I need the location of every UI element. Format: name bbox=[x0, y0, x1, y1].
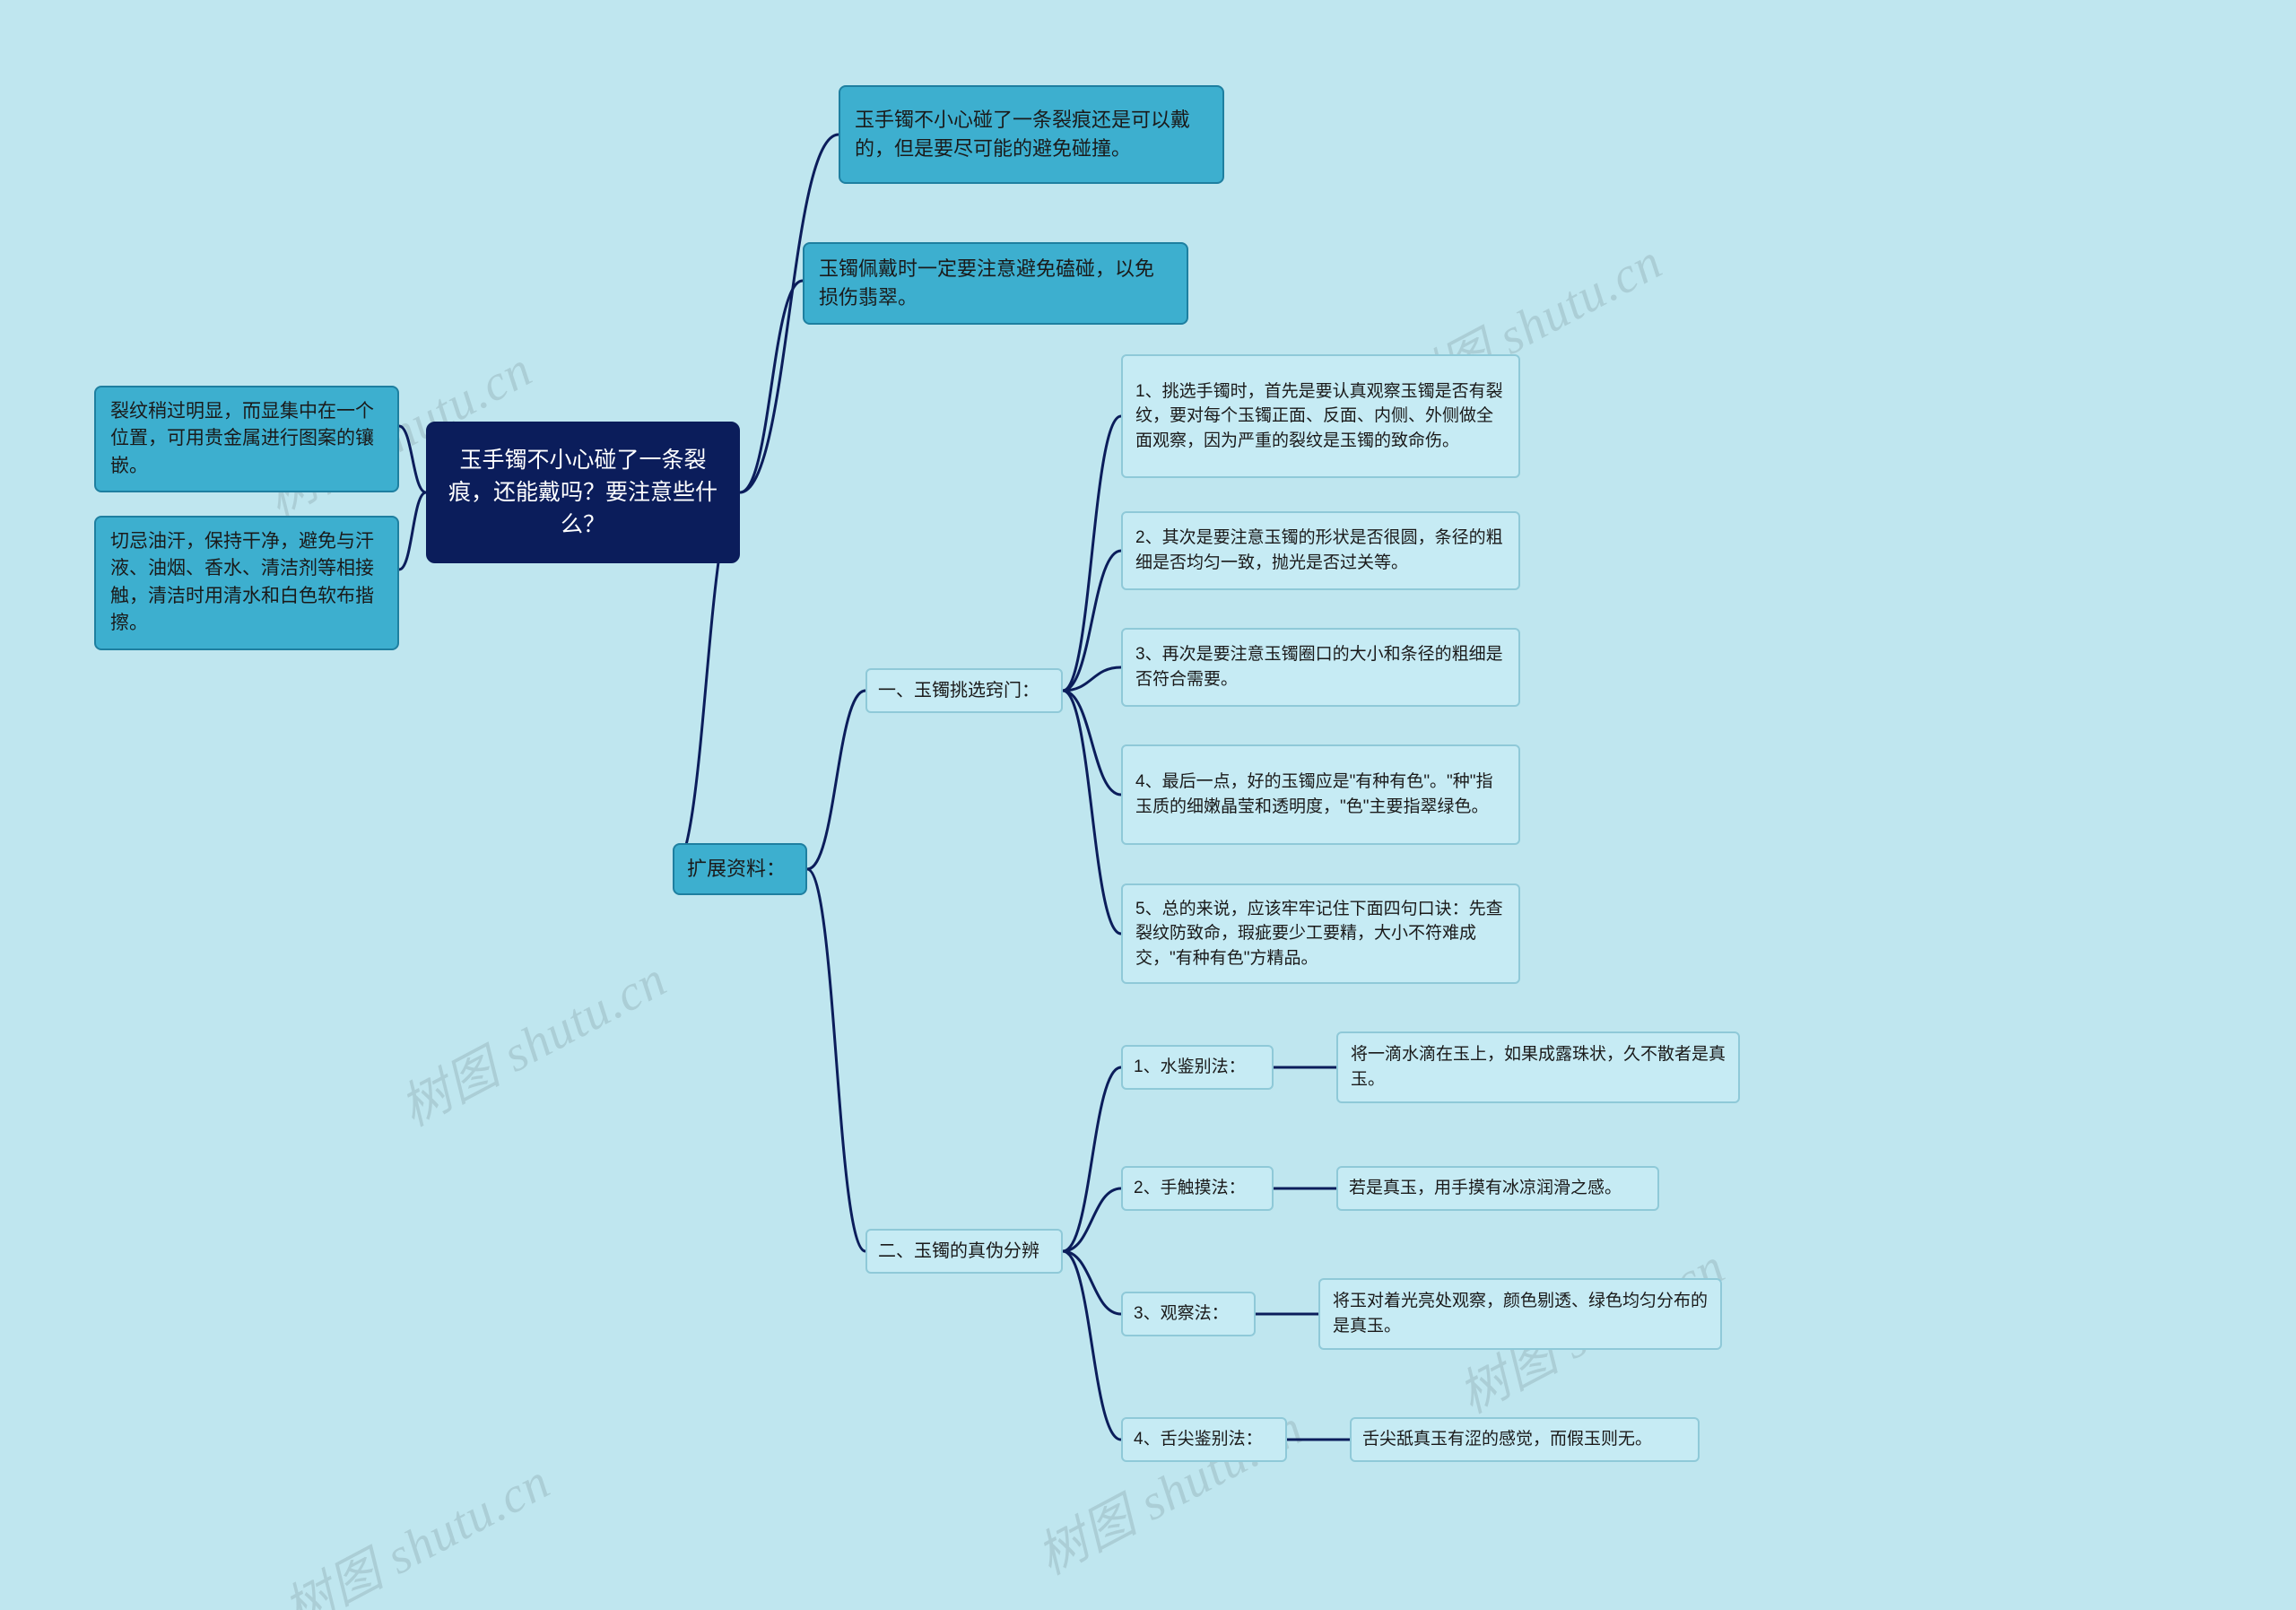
edge bbox=[399, 426, 426, 492]
sub-node: 二、玉镯的真伪分辨 bbox=[865, 1229, 1063, 1274]
branch-node-text: 玉镯佩戴时一定要注意避免磕碰，以免损伤翡翠。 bbox=[819, 255, 1172, 312]
leaf-node: 5、总的来说，应该牢牢记住下面四句口诀：先查裂纹防致命，瑕疵要少工要精，大小不符… bbox=[1121, 883, 1520, 984]
leaf-node-text: 4、舌尖鉴别法： bbox=[1134, 1427, 1263, 1452]
leaf-node-text: 1、挑选手镯时，首先是要认真观察玉镯是否有裂纹，要对每个玉镯正面、反面、内侧、外… bbox=[1135, 379, 1506, 454]
leaf-node-text: 将玉对着光亮处观察，颜色剔透、绿色均匀分布的是真玉。 bbox=[1333, 1289, 1708, 1338]
edge bbox=[1063, 551, 1121, 691]
leaf-node: 2、其次是要注意玉镯的形状是否很圆，条径的粗细是否均匀一致，抛光是否过关等。 bbox=[1121, 511, 1520, 590]
branch-node: 裂纹稍过明显，而显集中在一个位置，可用贵金属进行图案的镶嵌。 bbox=[94, 386, 399, 492]
leaf-node-text: 4、最后一点，好的玉镯应是"有种有色"。"种"指玉质的细嫩晶莹和透明度，"色"主… bbox=[1135, 770, 1506, 819]
leaf-node-text: 1、水鉴别法： bbox=[1134, 1055, 1246, 1080]
leaf-node: 4、最后一点，好的玉镯应是"有种有色"。"种"指玉质的细嫩晶莹和透明度，"色"主… bbox=[1121, 744, 1520, 845]
leaf-node: 1、水鉴别法： bbox=[1121, 1045, 1274, 1090]
leaf-node-text: 3、再次是要注意玉镯圈口的大小和条径的粗细是否符合需要。 bbox=[1135, 642, 1506, 692]
edge bbox=[1063, 691, 1121, 934]
leaf-node: 若是真玉，用手摸有冰凉润滑之感。 bbox=[1336, 1166, 1659, 1211]
watermark: 树图 shutu.cn bbox=[386, 939, 677, 1140]
edge bbox=[740, 281, 803, 492]
leaf-node-text: 2、其次是要注意玉镯的形状是否很圆，条径的粗细是否均匀一致，抛光是否过关等。 bbox=[1135, 526, 1506, 575]
sub-node: 一、玉镯挑选窍门： bbox=[865, 668, 1063, 713]
leaf-node-text: 5、总的来说，应该牢牢记住下面四句口诀：先查裂纹防致命，瑕疵要少工要精，大小不符… bbox=[1135, 897, 1506, 971]
leaf-node: 将玉对着光亮处观察，颜色剔透、绿色均匀分布的是真玉。 bbox=[1318, 1278, 1722, 1350]
leaf-node: 3、观察法： bbox=[1121, 1292, 1256, 1336]
leaf-node: 舌尖舐真玉有涩的感觉，而假玉则无。 bbox=[1350, 1417, 1700, 1462]
branch-node: 玉镯佩戴时一定要注意避免磕碰，以免损伤翡翠。 bbox=[803, 242, 1188, 325]
leaf-node: 4、舌尖鉴别法： bbox=[1121, 1417, 1287, 1462]
leaf-node-text: 舌尖舐真玉有涩的感觉，而假玉则无。 bbox=[1362, 1427, 1652, 1452]
leaf-node: 3、再次是要注意玉镯圈口的大小和条径的粗细是否符合需要。 bbox=[1121, 628, 1520, 707]
mindmap-canvas: 树图 shutu.cn树图 shutu.cn树图 shutu.cn树图 shut… bbox=[0, 0, 2296, 1610]
sub-node-text: 一、玉镯挑选窍门： bbox=[878, 678, 1039, 704]
edge bbox=[807, 691, 865, 869]
edge bbox=[1063, 416, 1121, 691]
leaf-node-text: 将一滴水滴在玉上，如果成露珠状，久不散者是真玉。 bbox=[1351, 1042, 1726, 1092]
edge bbox=[1063, 1251, 1121, 1314]
branch-node: 扩展资料： bbox=[673, 843, 807, 895]
leaf-node-text: 若是真玉，用手摸有冰凉润滑之感。 bbox=[1349, 1176, 1622, 1201]
edge bbox=[807, 869, 865, 1251]
root-node-text: 玉手镯不小心碰了一条裂痕，还能戴吗？要注意些什么？ bbox=[448, 444, 718, 542]
edge bbox=[1063, 1251, 1121, 1440]
leaf-node: 1、挑选手镯时，首先是要认真观察玉镯是否有裂纹，要对每个玉镯正面、反面、内侧、外… bbox=[1121, 354, 1520, 478]
branch-node-text: 切忌油汗，保持干净，避免与汗液、油烟、香水、清洁剂等相接触，清洁时用清水和白色软… bbox=[110, 528, 383, 638]
edge bbox=[1063, 1067, 1121, 1251]
edge bbox=[1063, 691, 1121, 795]
leaf-node: 将一滴水滴在玉上，如果成露珠状，久不散者是真玉。 bbox=[1336, 1031, 1740, 1103]
branch-node: 玉手镯不小心碰了一条裂痕还是可以戴的，但是要尽可能的避免碰撞。 bbox=[839, 85, 1224, 184]
leaf-node-text: 2、手触摸法： bbox=[1134, 1176, 1246, 1201]
sub-node-text: 二、玉镯的真伪分辨 bbox=[878, 1239, 1039, 1265]
root-node: 玉手镯不小心碰了一条裂痕，还能戴吗？要注意些什么？ bbox=[426, 422, 740, 563]
edge bbox=[1063, 667, 1121, 691]
branch-node-text: 扩展资料： bbox=[687, 855, 786, 883]
watermark: 树图 shutu.cn bbox=[269, 1441, 561, 1610]
leaf-node: 2、手触摸法： bbox=[1121, 1166, 1274, 1211]
edge bbox=[1063, 1188, 1121, 1251]
branch-node-text: 玉手镯不小心碰了一条裂痕还是可以戴的，但是要尽可能的避免碰撞。 bbox=[855, 106, 1208, 163]
edge bbox=[399, 492, 426, 570]
leaf-node-text: 3、观察法： bbox=[1134, 1301, 1229, 1327]
branch-node-text: 裂纹稍过明显，而显集中在一个位置，可用贵金属进行图案的镶嵌。 bbox=[110, 398, 383, 480]
branch-node: 切忌油汗，保持干净，避免与汗液、油烟、香水、清洁剂等相接触，清洁时用清水和白色软… bbox=[94, 516, 399, 650]
